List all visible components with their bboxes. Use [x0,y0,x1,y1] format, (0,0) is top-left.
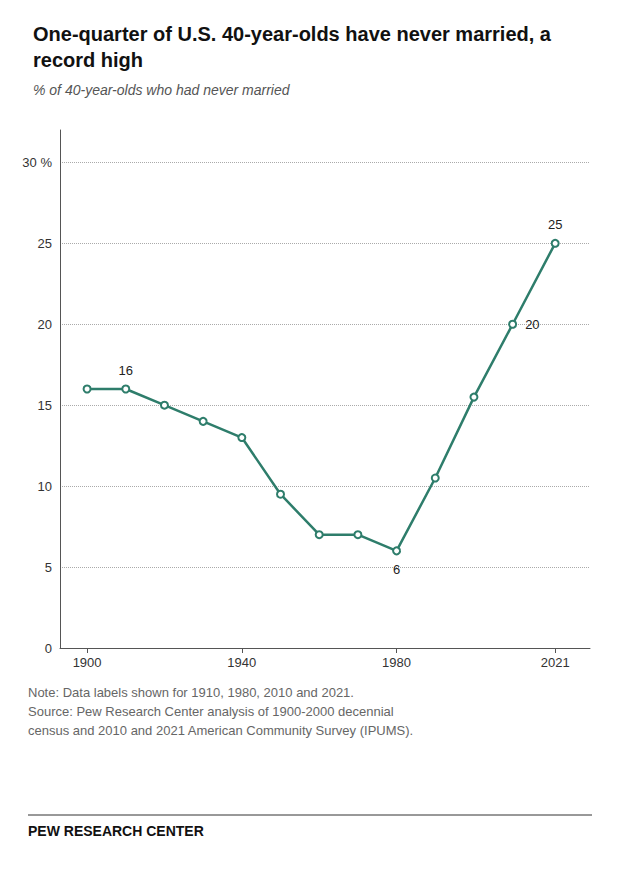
svg-text:20: 20 [525,317,539,332]
svg-text:15: 15 [38,398,52,413]
svg-text:Note: Data labels shown for 19: Note: Data labels shown for 1910, 1980, … [28,685,354,700]
svg-text:% of 40-year-olds who had neve: % of 40-year-olds who had never married [33,82,291,98]
svg-text:1980: 1980 [382,655,411,670]
svg-text:25: 25 [548,217,562,232]
svg-text:record high: record high [33,49,143,71]
svg-text:20: 20 [38,317,52,332]
svg-text:10: 10 [38,479,52,494]
svg-text:1900: 1900 [73,655,102,670]
svg-text:1940: 1940 [227,655,256,670]
svg-text:5: 5 [45,560,52,575]
svg-text:6: 6 [393,562,400,577]
svg-text:One-quarter of U.S. 40-year-ol: One-quarter of U.S. 40-year-olds have ne… [33,23,557,45]
svg-text:25: 25 [38,236,52,251]
svg-text:2021: 2021 [541,655,570,670]
svg-text:16: 16 [119,363,133,378]
svg-text:census and 2010 and 2021 Ameri: census and 2010 and 2021 American Commun… [28,723,413,738]
svg-text:30 %: 30 % [22,155,52,170]
svg-text:0: 0 [45,641,52,656]
svg-text:Source: Pew Research Center an: Source: Pew Research Center analysis of … [28,704,394,719]
svg-text:PEW RESEARCH CENTER: PEW RESEARCH CENTER [28,823,204,839]
